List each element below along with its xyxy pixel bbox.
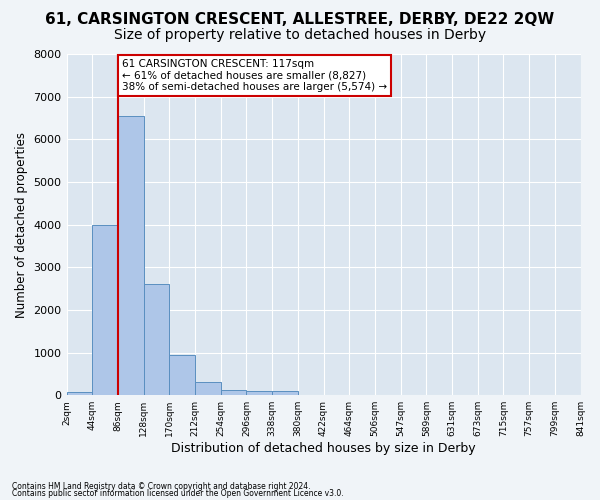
Bar [92,224,118,395]
Bar [195,382,221,395]
Bar [272,392,298,395]
X-axis label: Distribution of detached houses by size in Derby: Distribution of detached houses by size … [171,442,476,455]
Bar [118,116,143,395]
Text: Size of property relative to detached houses in Derby: Size of property relative to detached ho… [114,28,486,42]
Y-axis label: Number of detached properties: Number of detached properties [15,132,28,318]
Bar [221,390,247,395]
Text: 61 CARSINGTON CRESCENT: 117sqm
← 61% of detached houses are smaller (8,827)
38% : 61 CARSINGTON CRESCENT: 117sqm ← 61% of … [122,58,387,92]
Text: Contains public sector information licensed under the Open Government Licence v3: Contains public sector information licen… [12,490,344,498]
Text: Contains HM Land Registry data © Crown copyright and database right 2024.: Contains HM Land Registry data © Crown c… [12,482,311,491]
Text: 61, CARSINGTON CRESCENT, ALLESTREE, DERBY, DE22 2QW: 61, CARSINGTON CRESCENT, ALLESTREE, DERB… [46,12,554,28]
Bar [247,390,272,395]
Bar [169,354,195,395]
Bar [143,284,169,395]
Bar [67,392,92,395]
